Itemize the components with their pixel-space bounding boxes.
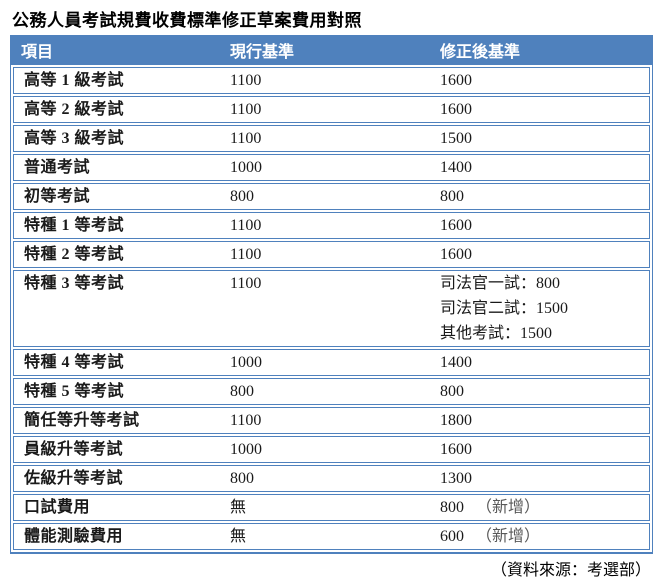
item-cell: 佐級升等考試 [24,470,124,487]
item-cell: 特種 5 等考試 [24,383,125,400]
revised-fee-cell: 1400 [440,354,472,371]
revised-fee-cell: 司法官一試：800 司法官二試：1500 其他考試：1500 [440,275,569,342]
current-fee-cell: 1100 [230,130,262,147]
revised-fee-cell: 1600 [440,72,472,89]
item-cell: 簡任等升等考試 [24,412,140,429]
item-cell: 特種 2 等考試 [24,246,125,263]
current-fee-cell: 無 [230,528,247,545]
data-source-note: （資料來源：考選部） [490,562,651,579]
current-fee-cell: 1100 [230,246,262,263]
item-cell: 高等 3 級考試 [24,130,125,147]
current-fee-cell: 1100 [230,72,262,89]
table-row: 體能測驗費用 無 600 （新增） [13,523,650,550]
current-fee-cell: 1000 [230,441,262,458]
table-row: 高等 1 級考試 1100 1600 [13,67,650,94]
revised-fee-cell: 1600 [440,101,472,118]
revised-fee-cell: 1800 [440,412,472,429]
table-row: 初等考試 800 800 [13,183,650,210]
current-fee-cell: 800 [230,470,254,487]
item-cell: 體能測驗費用 [24,528,124,545]
revised-fee-value: 800 [440,499,464,516]
fee-comparison-table: 項目 現行基準 修正後基準 高等 1 級考試 1100 1600 高等 2 級考… [10,35,653,554]
revised-fee-cell: 1600 [440,246,472,263]
table-row: 特種 5 等考試 800 800 [13,378,650,405]
item-cell: 普通考試 [24,159,91,176]
table-header-row: 項目 現行基準 修正後基準 [11,35,652,65]
revised-fee-cell: 1400 [440,159,472,176]
new-fee-note: （新增） [476,528,541,545]
table-row: 口試費用 無 800 （新增） [13,494,650,521]
revised-fee-cell: 600 （新增） [440,524,649,549]
item-cell: 高等 1 級考試 [24,72,125,89]
column-header-item: 項目 [21,44,54,61]
revised-fee-cell: 800 （新增） [440,495,649,520]
revised-fee-cell: 1500 [440,130,472,147]
item-cell: 高等 2 級考試 [24,101,125,118]
current-fee-cell: 1100 [230,275,262,292]
item-cell: 特種 4 等考試 [24,354,125,371]
revised-fee-cell: 1600 [440,217,472,234]
current-fee-cell: 1000 [230,159,262,176]
item-cell: 特種 1 等考試 [24,217,125,234]
current-fee-cell: 1000 [230,354,262,371]
table-row: 高等 2 級考試 1100 1600 [13,96,650,123]
table-row: 特種 1 等考試 1100 1600 [13,212,650,239]
current-fee-cell: 無 [230,499,247,516]
table-row: 高等 3 級考試 1100 1500 [13,125,650,152]
page-title: 公務人員考試規費收費標準修正草案費用對照 [12,11,362,30]
revised-fee-cell: 1300 [440,470,472,487]
table-row: 特種 4 等考試 1000 1400 [13,349,650,376]
item-cell: 員級升等考試 [24,441,124,458]
revised-fee-value: 600 [440,528,464,545]
item-cell: 口試費用 [24,499,91,516]
revised-fee-cell: 800 [440,383,464,400]
table-row: 佐級升等考試 800 1300 [13,465,650,492]
current-fee-cell: 800 [230,383,254,400]
table-row: 普通考試 1000 1400 [13,154,650,181]
revised-fee-cell: 1600 [440,441,472,458]
table-row: 員級升等考試 1000 1600 [13,436,650,463]
current-fee-cell: 1100 [230,412,262,429]
item-cell: 特種 3 等考試 [24,275,125,292]
table-row-multiline: 特種 3 等考試 1100 司法官一試：800 司法官二試：1500 其他考試：… [13,270,650,347]
item-cell: 初等考試 [24,188,91,205]
revised-fee-cell: 800 [440,188,464,205]
current-fee-cell: 800 [230,188,254,205]
table-body: 高等 1 級考試 1100 1600 高等 2 級考試 1100 1600 高等… [11,65,652,552]
current-fee-cell: 1100 [230,217,262,234]
column-header-revised: 修正後基準 [440,44,521,61]
table-row: 特種 2 等考試 1100 1600 [13,241,650,268]
column-header-current: 現行基準 [230,44,295,61]
table-row: 簡任等升等考試 1100 1800 [13,407,650,434]
new-fee-note: （新增） [476,499,541,516]
current-fee-cell: 1100 [230,101,262,118]
